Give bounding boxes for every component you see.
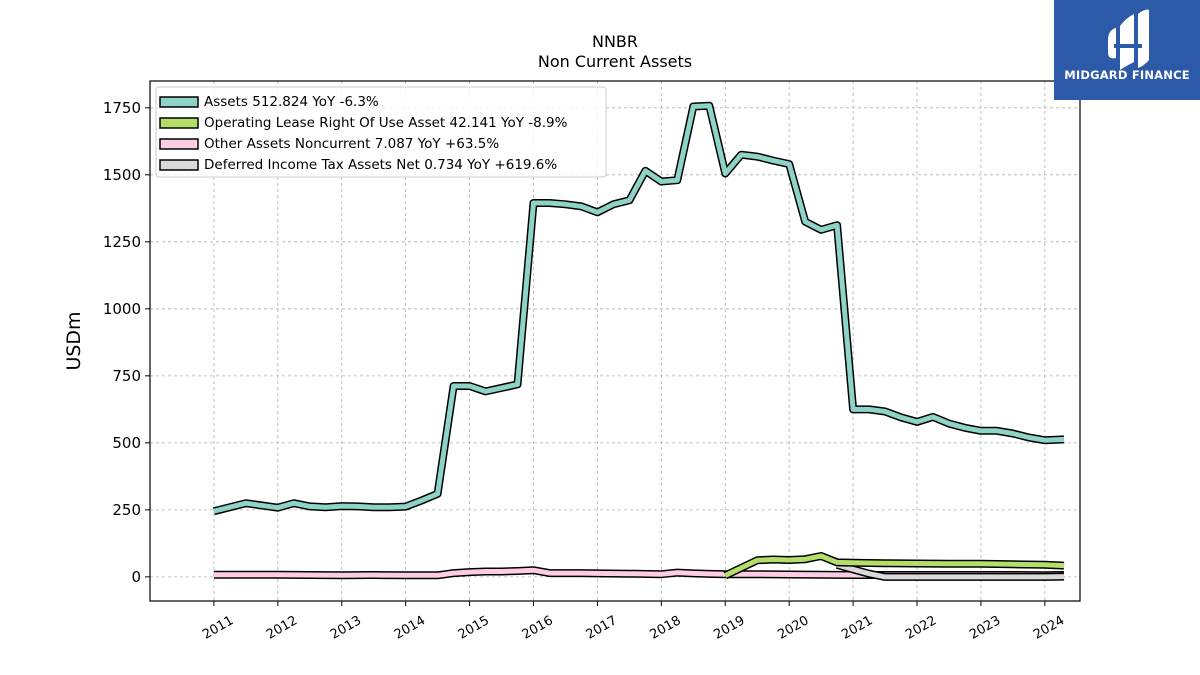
y-tick-label: 1500 [103, 166, 141, 184]
y-axis: 0 250 500 750 1000 1250 1500 1750 [103, 99, 150, 586]
legend-label: Operating Lease Right Of Use Asset 42.14… [204, 115, 568, 131]
x-tick-label: 2017 [584, 613, 620, 643]
legend-swatch [159, 159, 199, 171]
y-tick-label: 250 [112, 501, 141, 519]
chart-title: NNBR [592, 32, 638, 51]
x-tick-label: 2019 [711, 613, 747, 643]
brand-logo: MIDGARD FINANCE [1054, 0, 1200, 100]
chart-subtitle: Non Current Assets [538, 52, 692, 71]
y-tick-label: 1000 [103, 300, 141, 318]
x-axis: 2011 2012 2013 2014 2015 2016 2017 2018 2019 2020… [200, 601, 1067, 643]
y-tick-label: 500 [112, 434, 141, 452]
legend-swatch [159, 96, 199, 108]
series-line-0 [213, 103, 1065, 514]
x-tick-label: 2014 [392, 613, 428, 643]
legend-swatch [159, 138, 199, 150]
plot-frame [149, 80, 1081, 602]
x-tick-label: 2023 [967, 613, 1003, 643]
legend-label: Deferred Income Tax Assets Net 0.734 YoY… [204, 157, 557, 173]
legend-box [155, 86, 607, 178]
x-tick-label: 2016 [520, 613, 556, 643]
legend-swatch [159, 117, 199, 129]
x-tick-label: 2022 [903, 613, 939, 643]
y-tick-label: 0 [131, 568, 141, 586]
y-tick-label: 1750 [103, 99, 141, 117]
x-tick-label: 2020 [775, 613, 811, 643]
y-tick-label: 1250 [103, 233, 141, 251]
series-line-3 [836, 562, 1065, 580]
x-tick-label: 2013 [328, 613, 364, 643]
x-tick-label: 2024 [1031, 613, 1067, 643]
legend-label: Other Assets Noncurrent 7.087 YoY +63.5% [204, 136, 499, 152]
x-tick-label: 2018 [648, 613, 684, 643]
x-tick-label: 2011 [200, 613, 236, 643]
x-tick-label: 2012 [264, 613, 300, 643]
logo-mark-icon [1108, 9, 1149, 70]
series-line-1 [724, 553, 1065, 578]
legend-label: Assets 512.824 YoY -6.3% [204, 94, 379, 110]
y-axis-label: USDm [63, 311, 85, 370]
x-tick-label: 2015 [456, 613, 492, 643]
logo-text: MIDGARD FINANCE [1064, 68, 1190, 82]
y-tick-label: 750 [112, 367, 141, 385]
legend: Assets 512.824 YoY -6.3% Operating Lease … [155, 86, 607, 178]
x-tick-label: 2021 [839, 613, 875, 643]
series-layer [212, 101, 1065, 581]
